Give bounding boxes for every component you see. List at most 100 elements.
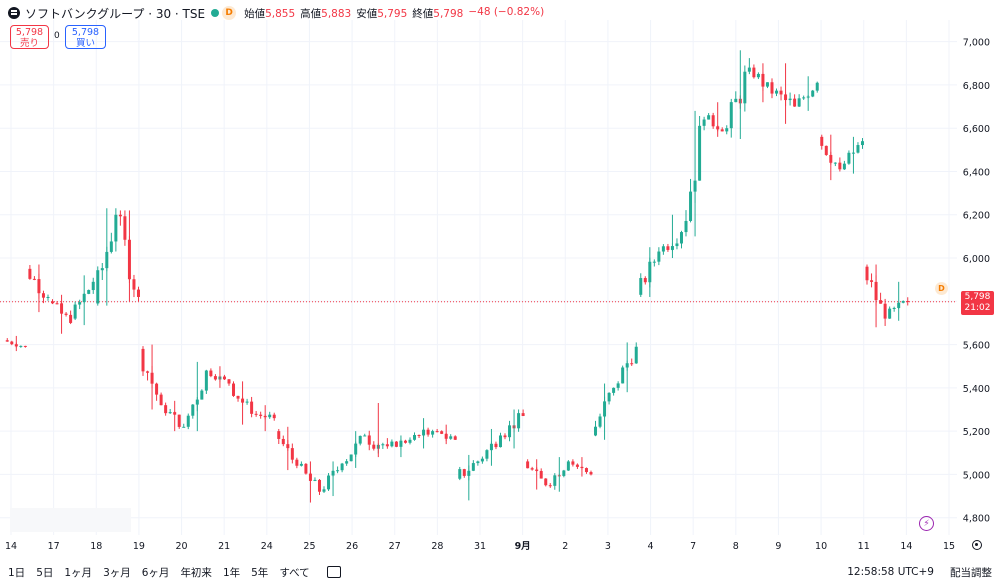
candle-body (856, 145, 860, 153)
price-chart[interactable]: 4,8005,0005,2005,4005,6005,8006,0006,200… (0, 0, 1000, 562)
candle-body (752, 67, 756, 78)
candle-body (584, 468, 588, 473)
lightning-icon[interactable]: ⚡ (919, 516, 934, 531)
candle-body (78, 302, 82, 305)
candle-body (146, 371, 150, 373)
candle-body (10, 341, 14, 345)
time-axis[interactable]: 14 17 18 19 20 21 24 25 26 27 28 31 9月 2 3 4 7 8 9 10 11 14 15 (5, 541, 955, 552)
candle-body (363, 435, 367, 437)
candle-body (295, 459, 299, 466)
last-price-badge: 5,798 21:02 (961, 291, 994, 315)
low-value: 5,795 (377, 7, 408, 20)
y-tick-label: 6,400 (963, 167, 990, 178)
candle-body (118, 214, 122, 217)
x-tick-label: 11 (858, 541, 870, 552)
candle-body (711, 115, 715, 127)
range-button[interactable]: 1年 (222, 566, 241, 579)
candle-body (345, 461, 349, 464)
range-button[interactable]: 1ヶ月 (64, 566, 93, 579)
candle-body (530, 468, 534, 470)
candle-body (227, 379, 231, 384)
candle-body (765, 82, 769, 87)
candle-body (729, 102, 733, 129)
candle-body (815, 82, 819, 91)
menu-icon[interactable] (8, 7, 20, 19)
range-button[interactable]: 6ヶ月 (141, 566, 170, 579)
candle-body (209, 370, 213, 377)
candles (5, 50, 910, 503)
candle-body (661, 246, 665, 252)
candle-body (91, 281, 95, 291)
candle-body (155, 383, 159, 395)
x-tick-label: 20 (175, 541, 187, 552)
delayed-badge[interactable]: D (222, 6, 237, 20)
candle-body (775, 90, 779, 94)
candle-body (55, 303, 59, 305)
x-tick-label: 14 (900, 541, 912, 552)
candle-body (508, 425, 512, 438)
candle-body (191, 404, 195, 416)
candle-body (707, 115, 711, 120)
candle-body (5, 340, 9, 342)
spread-value: 0 (54, 31, 60, 41)
candle-body (471, 463, 475, 471)
low-label: 安値 (356, 7, 378, 20)
candle-body (109, 241, 113, 252)
candle-body (136, 289, 140, 297)
candle-body (598, 416, 602, 427)
y-tick-label: 6,600 (963, 124, 990, 135)
x-tick-label: 14 (5, 541, 17, 552)
price-axis[interactable]: 4,8005,0005,2005,4005,6005,8006,0006,200… (963, 38, 990, 525)
candle-body (756, 73, 760, 78)
candle-body (254, 413, 258, 415)
bottom-toolbar: 1日 5日 1ヶ月 3ヶ月 6ヶ月 年初来 1年 5年 すべて 12:58:58 UTC+9 配… (0, 562, 1000, 582)
candle-body (675, 243, 679, 247)
candle-body (186, 415, 190, 427)
candle-body (259, 414, 263, 416)
symbol-title[interactable]: ソフトバンクグループ · 30 · TSE (25, 6, 206, 21)
range-buttons: 1日 5日 1ヶ月 3ヶ月 6ヶ月 年初来 1年 5年 すべて (8, 565, 321, 580)
candle-body (87, 290, 91, 294)
candle-body (417, 434, 421, 436)
candle-body (64, 313, 68, 315)
range-button[interactable]: すべて (279, 566, 310, 579)
buy-button[interactable]: 5,798 買い (65, 25, 106, 49)
calendar-icon[interactable] (326, 566, 341, 578)
candle-body (32, 278, 36, 280)
candle-body (250, 401, 254, 414)
range-button[interactable]: 5年 (251, 566, 269, 579)
range-button[interactable]: 1日 (8, 566, 26, 579)
candle-body (236, 395, 240, 399)
settings-icon[interactable] (972, 540, 982, 550)
range-button[interactable]: 5日 (36, 566, 54, 579)
dividend-adjust-button[interactable]: 配当調整 (950, 566, 992, 579)
candle-body (299, 463, 303, 466)
sell-button[interactable]: 5,798 売り (10, 25, 49, 49)
candle-body (526, 461, 530, 469)
candle-body (327, 475, 331, 490)
candle-body (317, 479, 321, 492)
candle-body (435, 431, 439, 433)
candle-body (544, 478, 548, 486)
x-tick-label: 8 (733, 541, 739, 552)
candle-body (358, 435, 362, 444)
candle-body (168, 412, 172, 414)
y-tick-label: 6,200 (963, 211, 990, 222)
dividend-marker[interactable]: D (935, 282, 948, 295)
candle-body (23, 345, 27, 347)
range-button[interactable]: 3ヶ月 (103, 566, 131, 579)
candle-body (408, 439, 412, 443)
range-button[interactable]: 年初来 (180, 566, 212, 579)
clock-time[interactable]: 12:58:58 UTC+9 (847, 566, 934, 578)
candle-body (793, 98, 797, 107)
x-tick-label: 3 (605, 541, 611, 552)
candle-body (100, 268, 104, 271)
candle-body (553, 475, 557, 486)
candle-body (431, 431, 435, 435)
candle-body (860, 141, 864, 146)
sell-label: 売り (19, 38, 39, 49)
status-dots: D (211, 6, 237, 20)
candle-body (46, 296, 50, 298)
candle-body (888, 308, 892, 319)
candle-body (788, 98, 792, 101)
